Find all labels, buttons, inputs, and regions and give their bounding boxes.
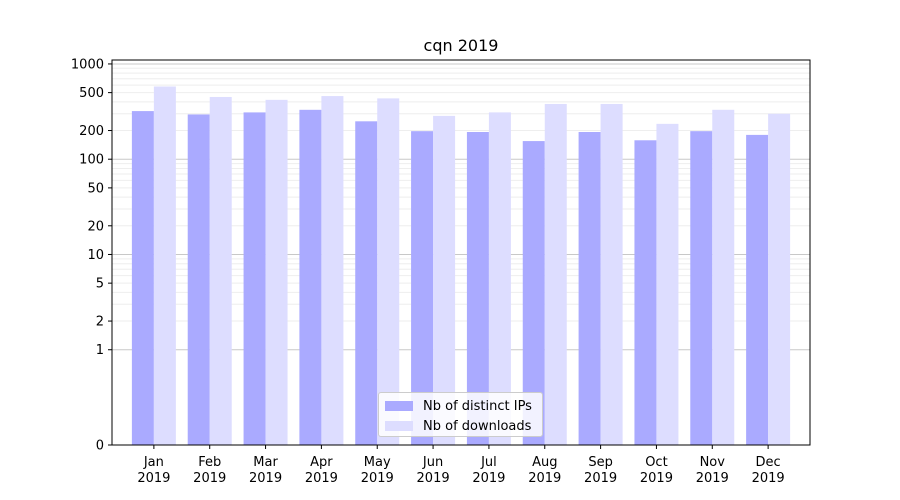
x-tick-label-year: 2019 <box>752 471 785 486</box>
bar-downloads <box>209 96 232 445</box>
y-tick-label: 10 <box>87 248 104 263</box>
bar-downloads <box>433 115 456 445</box>
x-tick-label-year: 2019 <box>472 471 505 486</box>
y-tick-label: 200 <box>79 124 104 139</box>
y-tick-label: 100 <box>79 153 104 168</box>
bar-distinct-ips <box>411 131 434 446</box>
y-tick-label: 50 <box>87 181 104 196</box>
x-tick-label-year: 2019 <box>584 471 617 486</box>
legend-label-ips: Nb of distinct IPs <box>423 398 532 414</box>
bar-distinct-ips <box>243 112 266 445</box>
bar-distinct-ips <box>690 131 713 446</box>
plot-frame <box>111 59 811 446</box>
x-tick-label-month: May <box>364 455 391 470</box>
bar-distinct-ips <box>746 134 769 445</box>
bars <box>131 86 791 446</box>
y-tick-label: 2 <box>96 315 104 330</box>
x-tick-label-month: Mar <box>253 455 278 470</box>
x-tick-label-year: 2019 <box>137 471 170 486</box>
y-tick-label: 1000 <box>71 57 104 72</box>
x-tick-label-year: 2019 <box>696 471 729 486</box>
bar-downloads <box>265 99 288 445</box>
bar-downloads <box>600 103 623 445</box>
legend-label-downloads: Nb of downloads <box>423 418 532 434</box>
x-tick-label-month: Nov <box>700 455 726 470</box>
x-tick-label-year: 2019 <box>640 471 673 486</box>
x-tick-label-year: 2019 <box>249 471 282 486</box>
legend-item-downloads: Nb of downloads <box>385 416 536 436</box>
bar-distinct-ips <box>466 132 489 446</box>
legend: Nb of distinct IPs Nb of downloads <box>378 392 543 437</box>
bar-distinct-ips <box>299 109 322 446</box>
bar-downloads <box>712 109 735 446</box>
y-tick-label: 5 <box>96 277 104 292</box>
legend-swatch-ips <box>385 401 413 411</box>
legend-swatch-downloads <box>385 421 413 431</box>
y-tick-label: 500 <box>79 86 104 101</box>
x-tick-label-month: Oct <box>645 455 667 470</box>
x-tick-label-year: 2019 <box>305 471 338 486</box>
x-tick-label-month: Dec <box>756 455 781 470</box>
bar-downloads <box>656 123 679 446</box>
x-tick-label-year: 2019 <box>361 471 394 486</box>
x-tick-label-month: Aug <box>532 455 557 470</box>
bar-downloads <box>768 113 791 446</box>
x-tick-label-year: 2019 <box>417 471 450 486</box>
chart-title: cqn 2019 <box>424 36 499 55</box>
legend-item-ips: Nb of distinct IPs <box>385 396 536 416</box>
x-tick-label-year: 2019 <box>528 471 561 486</box>
y-tick-label: 1 <box>96 343 104 358</box>
bar-downloads <box>377 98 400 446</box>
bar-distinct-ips <box>578 132 601 446</box>
bar-distinct-ips <box>522 141 545 446</box>
axes: Jan2019Feb2019Mar2019Apr2019May2019Jun20… <box>71 57 811 486</box>
x-tick-label-month: Jul <box>480 455 497 470</box>
y-tick-label: 20 <box>87 219 104 234</box>
x-tick-label-month: Sep <box>588 455 613 470</box>
bar-downloads <box>488 112 511 445</box>
bar-downloads <box>321 96 344 445</box>
x-tick-label-month: Apr <box>310 455 333 470</box>
bar-distinct-ips <box>131 111 154 446</box>
bar-distinct-ips <box>634 140 657 445</box>
bar-downloads <box>544 103 567 445</box>
x-tick-label-month: Feb <box>198 455 221 470</box>
x-tick-label-month: Jan <box>143 455 164 470</box>
y-tick-label: 0 <box>96 439 104 454</box>
bar-distinct-ips <box>187 114 210 445</box>
bar-distinct-ips <box>355 121 378 445</box>
x-tick-label-year: 2019 <box>193 471 226 486</box>
x-tick-label-month: Jun <box>422 455 443 470</box>
bar-downloads <box>153 86 176 446</box>
